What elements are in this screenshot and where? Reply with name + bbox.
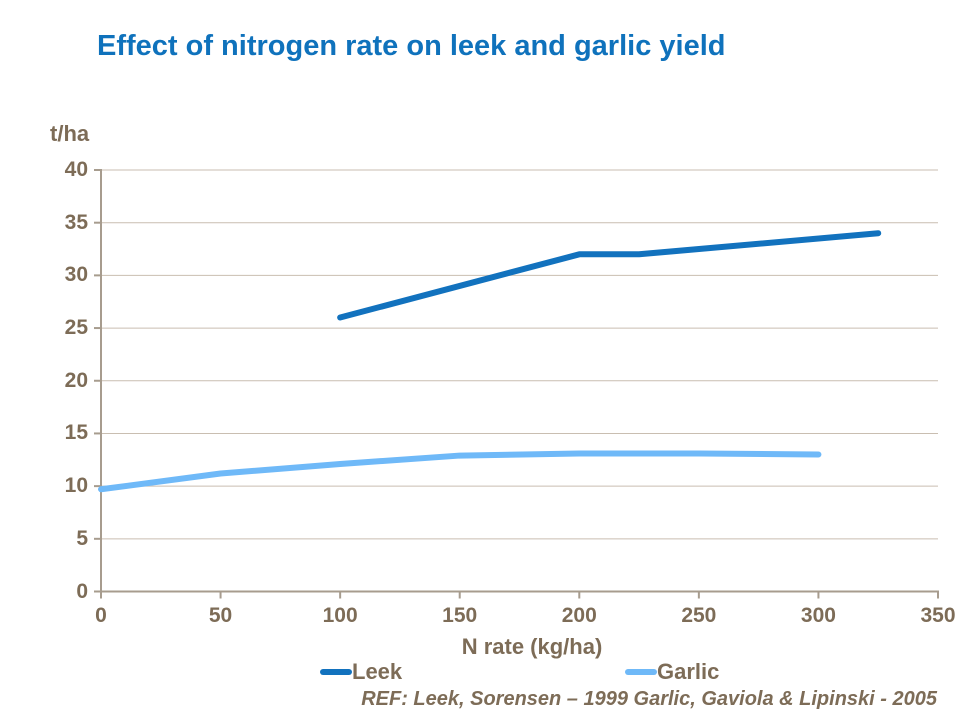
y-tick-label: 35 [64, 210, 88, 234]
x-tick-label: 150 [442, 604, 478, 627]
legend-item-garlic: Garlic [625, 659, 719, 685]
garlic-line-swatch-icon [625, 669, 657, 675]
garlic-series-line [98, 450, 822, 493]
chart-title: Effect of nitrogen rate on leek and garl… [97, 30, 726, 62]
x-tick-label: 300 [800, 604, 836, 627]
y-tick-label: 25 [64, 316, 88, 340]
y-tick-label: 20 [64, 368, 88, 392]
legend-label-leek: Leek [352, 659, 403, 684]
x-tick-label: 0 [95, 604, 107, 627]
x-tick-label: 50 [208, 604, 233, 627]
y-tick-label: 5 [76, 526, 88, 550]
x-tick-label: 200 [561, 604, 597, 627]
x-tick-label: 100 [322, 604, 358, 627]
leek-series-line [337, 230, 882, 321]
y-tick-label: 15 [64, 421, 88, 445]
leek-line-swatch-icon [320, 669, 352, 675]
legend-item-leek: Leek [320, 659, 402, 685]
y-tick-label: 30 [64, 263, 88, 287]
x-axis-title: N rate (kg/ha) [461, 634, 603, 659]
y-tick-label: 40 [64, 158, 88, 181]
reference-text: REF: Leek, Sorensen – 1999 Garlic, Gavio… [361, 688, 937, 710]
y-tick-label: 0 [76, 579, 88, 603]
y-axis-unit-label: t/ha [50, 121, 90, 146]
legend-label-garlic: Garlic [657, 659, 720, 684]
y-tick-label: 10 [64, 474, 88, 498]
x-tick-label: 350 [920, 604, 956, 627]
x-tick-label: 250 [681, 604, 717, 627]
